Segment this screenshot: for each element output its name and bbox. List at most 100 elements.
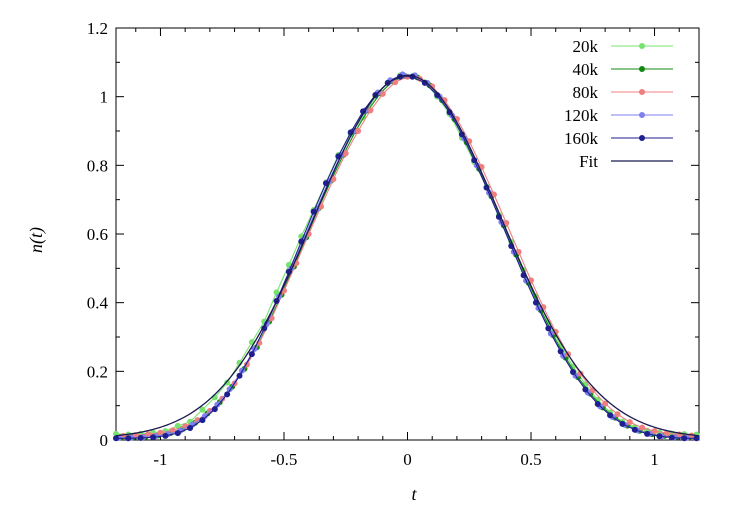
data-point: [532, 299, 539, 306]
series-line: [123, 76, 692, 437]
legend: 20k 40k 80k 120k 160k Fit: [564, 37, 673, 171]
y-axis-label: n(t): [26, 227, 47, 253]
axes: [115, 27, 700, 441]
fit-line: [115, 74, 700, 437]
data-point: [626, 419, 633, 426]
x-axis-label: t: [411, 484, 417, 504]
y-ticks: 0 0.2 0.4 0.6 0.8 1 1.2: [87, 19, 699, 450]
data-point: [421, 79, 428, 86]
y-tick-label: 1: [100, 88, 109, 107]
series-line: [116, 76, 697, 439]
legend-marker: [639, 135, 645, 141]
data-point: [392, 79, 399, 86]
series-40k: [117, 73, 693, 441]
legend-label: Fit: [579, 152, 598, 171]
x-tick-label: -0.5: [271, 450, 298, 469]
data-point: [145, 431, 152, 438]
x-tick-label: -1: [153, 450, 167, 469]
series-160k: [113, 73, 700, 442]
data-point: [656, 433, 663, 440]
legend-item-120k: 120k: [564, 106, 673, 125]
series-line: [115, 74, 697, 436]
data-point: [602, 400, 609, 407]
y-tick-label: 0.8: [87, 156, 108, 175]
data-point: [557, 348, 564, 355]
series-120k: [115, 71, 690, 441]
series-80k: [120, 73, 695, 439]
legend-label: 80k: [573, 83, 599, 102]
legend-marker: [639, 112, 645, 118]
data-point: [515, 248, 522, 255]
data-point: [681, 435, 688, 442]
y-tick-label: 0.4: [87, 294, 109, 313]
legend-marker: [639, 66, 645, 72]
series: [113, 71, 700, 442]
data-point: [125, 435, 132, 442]
data-point: [379, 90, 386, 97]
legend-marker: [639, 43, 645, 49]
data-point: [248, 351, 255, 358]
series-line: [118, 73, 687, 439]
data-point: [651, 428, 658, 435]
legend-marker: [639, 89, 645, 95]
data-point: [150, 434, 157, 441]
legend-item-fit: Fit: [579, 152, 673, 171]
data-point: [342, 150, 349, 157]
legend-label: 20k: [573, 37, 599, 56]
x-tick-label: 1: [650, 450, 659, 469]
data-point: [693, 435, 700, 442]
data-point: [355, 128, 362, 134]
data-point: [224, 379, 231, 386]
data-point: [545, 325, 552, 332]
data-point: [174, 422, 181, 429]
x-ticks: -1 -0.5 0 0.5 1: [135, 28, 680, 469]
data-point: [577, 370, 584, 377]
series-line: [120, 75, 690, 438]
y-tick-label: 0: [100, 431, 109, 450]
legend-item-20k: 20k: [573, 37, 673, 56]
data-point: [570, 369, 577, 376]
y-tick-label: 0.2: [87, 362, 108, 381]
data-point: [214, 401, 221, 408]
x-tick-label: 0.5: [520, 450, 541, 469]
data-point: [199, 406, 206, 413]
legend-item-40k: 40k: [573, 60, 673, 79]
data-point: [429, 83, 436, 90]
data-point: [113, 435, 119, 442]
legend-label: 120k: [564, 106, 599, 125]
data-point: [157, 429, 164, 436]
data-point: [367, 107, 374, 114]
data-point: [236, 372, 243, 379]
y-tick-label: 1.2: [87, 19, 108, 38]
data-point: [174, 430, 181, 437]
data-point: [199, 417, 206, 424]
data-point: [644, 430, 651, 437]
data-point: [668, 434, 675, 441]
legend-label: 40k: [573, 60, 599, 79]
y-tick-label: 0.6: [87, 225, 108, 244]
data-point: [639, 424, 646, 431]
data-point: [187, 424, 194, 431]
data-point: [162, 432, 169, 439]
data-point: [582, 386, 589, 393]
series-20k: [113, 72, 700, 438]
data-point: [446, 109, 453, 116]
legend-item-80k: 80k: [573, 83, 673, 102]
data-point: [503, 220, 510, 227]
data-point: [211, 406, 218, 413]
data-point: [224, 391, 231, 398]
plot-frame: [115, 27, 700, 441]
data-point: [360, 108, 367, 115]
data-point: [434, 91, 441, 98]
data-point: [631, 426, 638, 433]
data-point: [594, 400, 601, 407]
legend-item-160k: 160k: [564, 129, 673, 148]
data-point: [614, 411, 621, 418]
data-point: [619, 420, 626, 427]
data-point: [137, 434, 144, 441]
data-point: [607, 412, 614, 419]
series-fit: [115, 74, 700, 437]
legend-label: 160k: [564, 129, 599, 148]
x-tick-label: 0: [403, 450, 412, 469]
